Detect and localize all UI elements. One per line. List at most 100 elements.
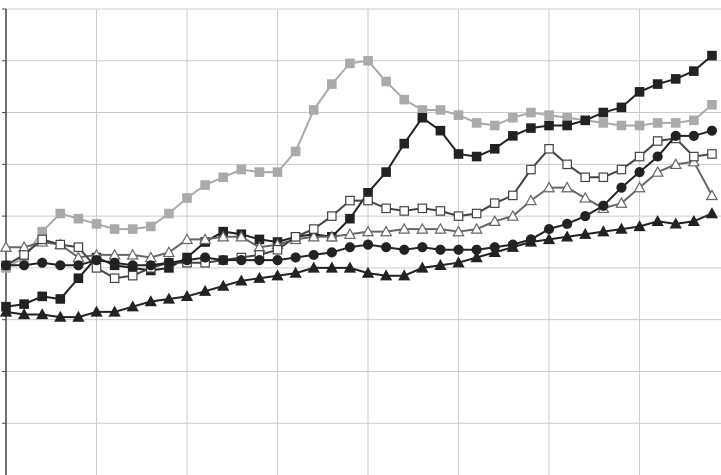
data-point	[471, 118, 482, 128]
data-point	[127, 270, 138, 281]
data-point	[452, 225, 465, 237]
data-point	[236, 164, 247, 175]
data-point	[633, 181, 646, 193]
data-point	[144, 295, 157, 307]
data-point	[417, 112, 428, 123]
data-point	[705, 189, 719, 201]
data-point	[127, 260, 138, 271]
data-point	[562, 159, 572, 170]
data-point	[399, 206, 410, 216]
data-point	[180, 233, 194, 245]
data-point	[55, 260, 66, 271]
data-point	[598, 172, 609, 183]
data-point	[652, 136, 663, 146]
data-point	[254, 255, 265, 266]
data-point	[145, 260, 156, 271]
data-point	[127, 224, 138, 234]
data-point	[508, 112, 518, 123]
data-point	[162, 292, 176, 304]
data-point	[235, 274, 248, 286]
data-point	[506, 209, 519, 221]
data-point	[182, 193, 192, 203]
data-point	[55, 208, 66, 219]
data-point	[73, 213, 84, 224]
data-point	[326, 247, 337, 258]
data-point	[544, 110, 554, 120]
data-point	[37, 291, 48, 302]
data-point	[180, 290, 194, 302]
chart-grid	[6, 8, 721, 475]
data-point	[651, 165, 664, 177]
data-point	[108, 305, 121, 317]
data-point	[72, 310, 85, 322]
data-point	[381, 242, 392, 253]
data-point	[55, 294, 66, 304]
data-point	[651, 214, 664, 226]
data-point	[489, 198, 500, 208]
series-line	[5, 212, 713, 319]
data-point	[37, 226, 48, 237]
data-point	[434, 222, 447, 234]
data-point	[561, 181, 574, 193]
data-point	[707, 50, 717, 61]
data-point	[416, 261, 429, 273]
data-point	[416, 222, 429, 234]
data-point	[198, 284, 212, 296]
data-point	[652, 118, 663, 128]
data-point	[598, 118, 609, 128]
data-point	[272, 255, 283, 266]
data-point	[598, 200, 609, 211]
data-point	[91, 219, 102, 229]
data-point	[544, 120, 554, 131]
data-point	[345, 213, 355, 224]
series-line	[6, 129, 713, 267]
data-point	[236, 255, 247, 266]
data-point	[126, 248, 139, 260]
data-point	[579, 227, 592, 239]
data-point	[633, 220, 646, 232]
data-point	[580, 115, 591, 126]
data-point	[289, 266, 302, 278]
data-point	[526, 164, 536, 175]
data-point	[542, 233, 556, 245]
data-point	[562, 120, 572, 131]
data-point	[218, 172, 229, 183]
data-point	[200, 252, 211, 263]
data-point	[453, 211, 464, 221]
data-point	[689, 115, 699, 126]
data-point	[707, 99, 717, 110]
data-point	[109, 224, 120, 234]
data-point	[435, 125, 446, 136]
data-point	[470, 222, 483, 234]
data-point	[598, 107, 609, 118]
data-point	[146, 221, 156, 232]
data-point	[417, 242, 428, 253]
data-point	[399, 138, 410, 149]
data-point	[0, 240, 13, 252]
series-5	[0, 125, 718, 271]
data-point	[434, 258, 447, 270]
data-point	[580, 211, 591, 222]
series-2	[1, 50, 717, 312]
data-point	[54, 310, 67, 322]
data-point	[19, 250, 29, 260]
data-point	[363, 188, 373, 198]
data-point	[526, 107, 536, 118]
data-point	[55, 239, 66, 250]
data-point	[217, 279, 230, 291]
data-point	[308, 105, 319, 115]
data-point	[327, 211, 337, 221]
data-point	[200, 180, 210, 190]
data-point	[163, 257, 175, 268]
data-point	[218, 255, 229, 266]
data-point	[616, 164, 627, 175]
data-point	[381, 167, 391, 177]
data-point	[435, 244, 446, 255]
data-point	[435, 105, 446, 115]
data-point	[634, 167, 645, 178]
data-point	[37, 257, 48, 268]
data-point	[579, 191, 592, 203]
data-point	[488, 246, 501, 258]
data-point	[36, 308, 49, 320]
